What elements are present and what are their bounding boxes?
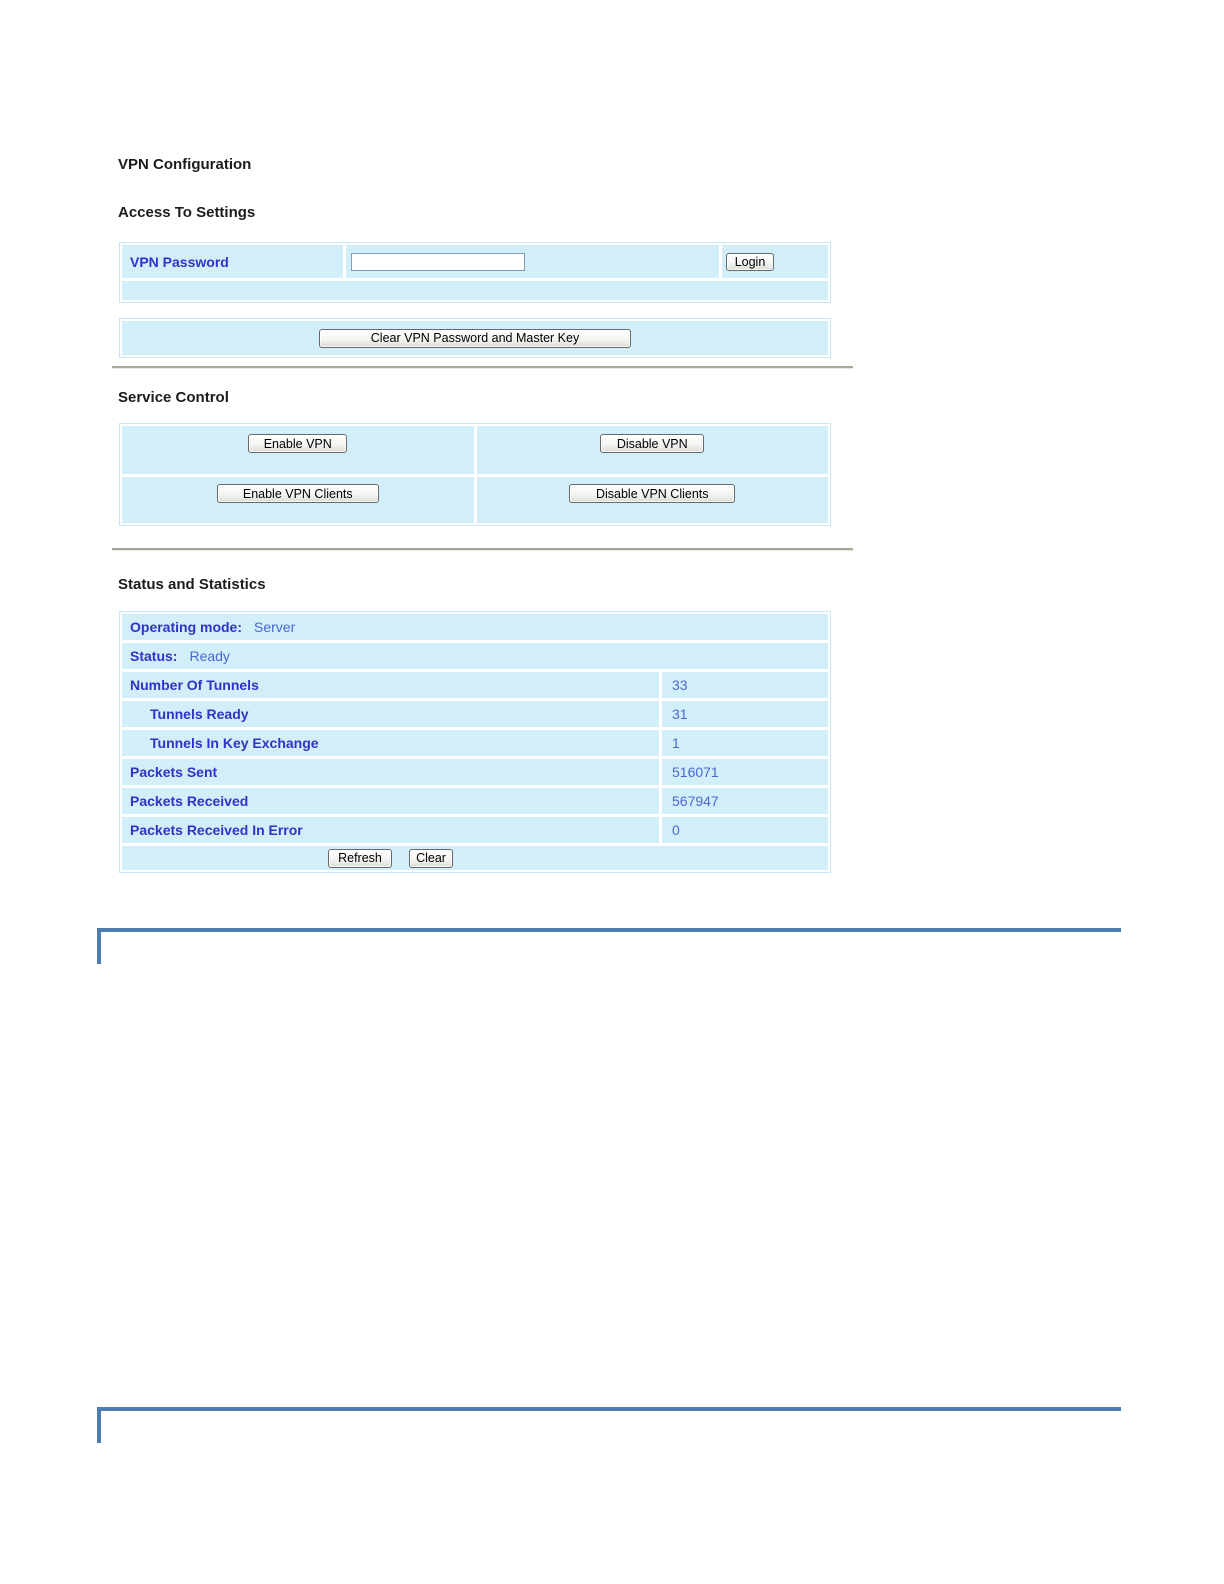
clear-button[interactable]: Clear (409, 848, 453, 868)
login-cell: Login (722, 245, 828, 278)
tunnels-ready-value: 31 (672, 706, 688, 722)
vpn-password-label-cell: VPN Password (122, 245, 343, 278)
clear-password-table: Clear VPN Password and Master Key (119, 318, 831, 358)
vpn-password-row: VPN Password Login (122, 245, 828, 278)
status-label: Status: (130, 648, 178, 664)
table-row: Packets Received In Error 0 (122, 817, 828, 843)
service-control-table: Enable VPN Disable VPN Enable VPN Client… (119, 423, 831, 526)
operating-mode-label: Operating mode: (130, 619, 243, 635)
enable-vpn-button[interactable]: Enable VPN (248, 434, 348, 453)
frame-border-left-2 (97, 1411, 101, 1443)
status-value: Ready (189, 648, 230, 664)
refresh-button[interactable]: Refresh (328, 848, 392, 868)
frame-border-left-1 (97, 932, 101, 964)
packets-received-in-error-value: 0 (672, 822, 680, 838)
status-statistics-table: Operating mode: Server Status: Ready Num… (119, 611, 831, 873)
frame-border-top-1 (97, 928, 1121, 932)
packets-received-in-error-label: Packets Received In Error (130, 822, 303, 838)
table-row: Operating mode: Server (122, 614, 828, 640)
status-statistics-heading: Status and Statistics (118, 576, 266, 593)
access-settings-table: VPN Password Login (119, 242, 831, 303)
packets-received-label: Packets Received (130, 793, 249, 809)
disable-vpn-clients-button[interactable]: Disable VPN Clients (569, 484, 736, 503)
login-button[interactable]: Login (726, 252, 774, 271)
service-control-heading: Service Control (118, 389, 229, 406)
number-of-tunnels-label: Number Of Tunnels (130, 677, 259, 693)
disable-vpn-button[interactable]: Disable VPN (600, 434, 705, 453)
table-row: Tunnels In Key Exchange 1 (122, 730, 828, 756)
access-to-settings-heading: Access To Settings (118, 204, 256, 221)
enable-vpn-clients-button[interactable]: Enable VPN Clients (216, 484, 379, 503)
table-row: Packets Sent 516071 (122, 759, 828, 785)
clear-vpn-password-button[interactable]: Clear VPN Password and Master Key (319, 328, 631, 348)
packets-received-value: 567947 (672, 793, 719, 809)
table-row: Number Of Tunnels 33 (122, 672, 828, 698)
packets-sent-label: Packets Sent (130, 764, 218, 780)
vpn-password-input[interactable] (351, 252, 525, 271)
frame-border-top-2 (97, 1407, 1121, 1411)
service-control-row-2: Enable VPN Clients Disable VPN Clients (122, 477, 828, 523)
vpn-password-input-cell (346, 245, 719, 278)
number-of-tunnels-value: 33 (672, 677, 688, 693)
section-divider-1 (112, 366, 853, 369)
section-divider-2 (112, 548, 853, 551)
service-control-row-1: Enable VPN Disable VPN (122, 426, 828, 474)
operating-mode-value: Server (254, 619, 296, 635)
tunnels-in-key-exchange-label: Tunnels In Key Exchange (150, 735, 319, 751)
tunnels-ready-label: Tunnels Ready (150, 706, 249, 722)
table-row: Tunnels Ready 31 (122, 701, 828, 727)
page-title: VPN Configuration (118, 156, 252, 173)
clear-password-row: Clear VPN Password and Master Key (122, 321, 828, 355)
status-buttons-row: Refresh Clear (122, 846, 828, 870)
tunnels-in-key-exchange-value: 1 (672, 735, 680, 751)
packets-sent-value: 516071 (672, 764, 719, 780)
vpn-password-label: VPN Password (130, 253, 229, 270)
table-row: Status: Ready (122, 643, 828, 669)
access-empty-row (122, 281, 828, 300)
table-row: Packets Received 567947 (122, 788, 828, 814)
